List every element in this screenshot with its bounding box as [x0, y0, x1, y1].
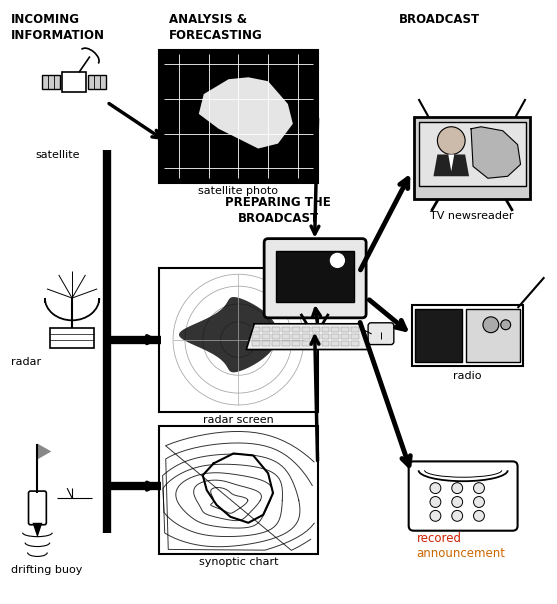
Text: INCOMING
INFORMATION: INCOMING INFORMATION: [11, 13, 105, 42]
Bar: [302, 327, 310, 332]
Bar: [262, 327, 270, 332]
Bar: [312, 327, 320, 332]
Bar: [292, 327, 300, 332]
Bar: [252, 327, 260, 332]
FancyBboxPatch shape: [368, 323, 394, 344]
Bar: [272, 341, 280, 345]
Bar: [159, 268, 317, 412]
Bar: [282, 333, 290, 339]
Bar: [276, 251, 354, 302]
Bar: [414, 309, 462, 362]
Circle shape: [330, 254, 344, 268]
Text: radar: radar: [11, 358, 41, 367]
Bar: [262, 341, 270, 345]
Bar: [351, 341, 359, 345]
Bar: [262, 333, 270, 339]
Circle shape: [483, 317, 499, 333]
Polygon shape: [471, 127, 521, 178]
Circle shape: [501, 320, 511, 330]
Text: synoptic chart: synoptic chart: [199, 557, 278, 567]
Bar: [292, 333, 300, 339]
Bar: [341, 341, 349, 345]
Bar: [466, 309, 520, 362]
Polygon shape: [32, 523, 42, 538]
Text: TV newsreader: TV newsreader: [431, 211, 514, 221]
Bar: [282, 327, 290, 332]
Bar: [272, 333, 280, 339]
Circle shape: [452, 496, 463, 507]
Bar: [341, 327, 349, 332]
Polygon shape: [246, 324, 369, 350]
FancyBboxPatch shape: [28, 491, 46, 525]
Polygon shape: [448, 155, 454, 172]
Circle shape: [437, 127, 465, 155]
Circle shape: [473, 510, 485, 521]
Text: radio: radio: [453, 371, 481, 381]
Bar: [42, 76, 60, 89]
Bar: [312, 341, 320, 345]
Bar: [50, 328, 94, 347]
Bar: [419, 122, 525, 186]
Bar: [252, 333, 260, 339]
Bar: [414, 117, 530, 199]
Polygon shape: [37, 443, 51, 460]
Circle shape: [452, 483, 463, 493]
Text: drifting buoy: drifting buoy: [11, 565, 82, 576]
Bar: [321, 341, 330, 345]
Circle shape: [430, 496, 441, 507]
Bar: [302, 341, 310, 345]
FancyBboxPatch shape: [264, 239, 366, 318]
Bar: [412, 305, 522, 367]
Bar: [282, 341, 290, 345]
Bar: [331, 341, 339, 345]
Bar: [321, 327, 330, 332]
Text: radar screen: radar screen: [203, 415, 274, 425]
Bar: [302, 333, 310, 339]
Polygon shape: [179, 297, 278, 372]
Bar: [321, 333, 330, 339]
Bar: [312, 333, 320, 339]
Bar: [272, 327, 280, 332]
Bar: [292, 341, 300, 345]
Bar: [159, 50, 317, 183]
Text: satellite: satellite: [35, 150, 80, 159]
FancyBboxPatch shape: [409, 461, 517, 531]
Bar: [351, 333, 359, 339]
Text: announcement: announcement: [417, 547, 506, 559]
Text: recored: recored: [417, 532, 462, 545]
Bar: [159, 426, 317, 554]
Text: ANALYSIS &
FORECASTING: ANALYSIS & FORECASTING: [169, 13, 263, 42]
Bar: [88, 76, 106, 89]
Text: PREPARING THE
BROADCAST: PREPARING THE BROADCAST: [225, 196, 331, 225]
Circle shape: [430, 510, 441, 521]
Bar: [351, 327, 359, 332]
Text: satellite photo: satellite photo: [198, 186, 278, 196]
Text: BROADCAST: BROADCAST: [399, 13, 480, 26]
Bar: [252, 341, 260, 345]
Polygon shape: [433, 155, 469, 176]
Circle shape: [473, 496, 485, 507]
Bar: [331, 333, 339, 339]
Bar: [331, 327, 339, 332]
Circle shape: [430, 483, 441, 493]
Circle shape: [473, 483, 485, 493]
Bar: [62, 72, 86, 92]
Bar: [341, 333, 349, 339]
Circle shape: [452, 510, 463, 521]
Polygon shape: [199, 77, 293, 149]
